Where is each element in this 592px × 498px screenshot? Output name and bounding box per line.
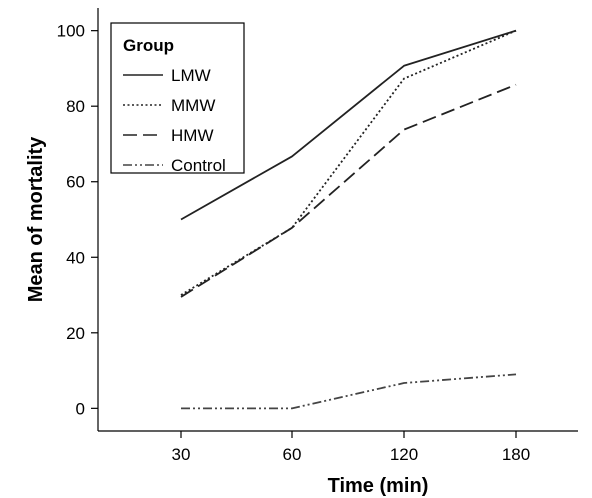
x-tick-label: 180 <box>502 445 530 464</box>
legend-box <box>110 22 245 174</box>
y-tick-label: 100 <box>57 22 85 41</box>
series-layer <box>180 29 517 410</box>
y-tick-label: 40 <box>66 248 85 267</box>
x-ticks: 30 60 120 180 <box>172 431 530 464</box>
y-tick-label: 0 <box>76 399 85 418</box>
x-axis-title: Time (min) <box>328 475 429 497</box>
y-tick-label: 20 <box>66 324 85 343</box>
legend: Group LMW MMW HMW Control <box>110 22 245 175</box>
legend-title: Group <box>123 36 174 55</box>
y-tick-label: 80 <box>66 97 85 116</box>
legend-items: LMW MMW HMW Control <box>123 66 226 175</box>
legend-label-hmw: HMW <box>171 126 213 145</box>
axes <box>97 8 578 432</box>
series-line-control <box>181 373 517 410</box>
y-ticks: 0 20 40 60 80 100 <box>57 22 98 418</box>
legend-label-mmw: MMW <box>171 96 215 115</box>
x-tick-label: 120 <box>390 445 418 464</box>
y-tick-label: 60 <box>66 173 85 192</box>
x-tick-label: 60 <box>283 445 302 464</box>
series-line-lmw <box>180 29 517 221</box>
series-line-hmw <box>180 83 517 298</box>
x-tick-label: 30 <box>172 445 191 464</box>
legend-label-lmw: LMW <box>171 66 211 85</box>
y-axis-title: Mean of mortality <box>25 136 47 302</box>
legend-label-control: Control <box>171 156 226 175</box>
